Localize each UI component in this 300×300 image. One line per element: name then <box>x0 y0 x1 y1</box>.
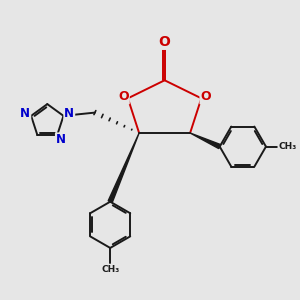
Text: CH₃: CH₃ <box>101 265 119 274</box>
Polygon shape <box>108 133 139 202</box>
Text: O: O <box>159 35 171 49</box>
Text: N: N <box>56 133 66 146</box>
Polygon shape <box>190 133 220 148</box>
Text: N: N <box>20 107 30 120</box>
Text: O: O <box>200 91 211 103</box>
Text: N: N <box>64 107 74 120</box>
Text: O: O <box>118 91 129 103</box>
Text: CH₃: CH₃ <box>278 142 296 151</box>
